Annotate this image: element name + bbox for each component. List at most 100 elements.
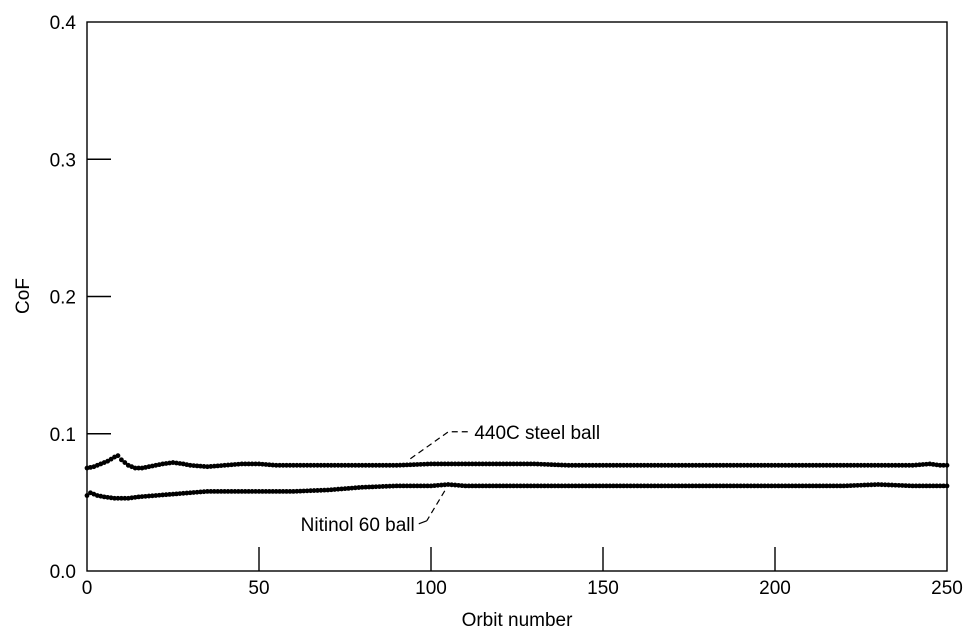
data-point: [910, 483, 915, 489]
data-point: [507, 461, 513, 467]
data-point: [177, 491, 183, 496]
data-point: [917, 462, 922, 468]
data-point: [837, 483, 843, 489]
data-point: [786, 483, 792, 489]
x-tick-label: 150: [587, 578, 619, 599]
data-point: [321, 462, 327, 468]
data-point: [662, 462, 668, 468]
data-point: [837, 462, 843, 468]
data-point: [872, 482, 878, 488]
data-point: [648, 483, 654, 489]
data-point: [308, 488, 313, 494]
data-point: [621, 483, 627, 489]
data-point: [576, 483, 582, 489]
data-point: [476, 483, 482, 489]
data-point: [473, 461, 479, 467]
data-point: [714, 483, 719, 489]
data-point: [325, 462, 331, 468]
data-point: [514, 483, 520, 489]
data-point: [779, 462, 785, 468]
data-point: [380, 462, 386, 468]
data-point: [211, 463, 217, 469]
data-point: [449, 461, 455, 467]
data-point: [208, 464, 214, 469]
data-point: [315, 488, 320, 493]
data-point: [769, 483, 774, 489]
data-point: [776, 483, 781, 489]
data-point: [342, 486, 348, 492]
data-point: [731, 483, 737, 489]
x-tick-label: 250: [931, 578, 963, 599]
series-440c-steel-ball: [84, 453, 950, 471]
data-point: [363, 462, 369, 468]
x-tick-label: 200: [759, 578, 791, 599]
data-point: [614, 462, 620, 468]
data-point: [635, 483, 640, 489]
data-point: [308, 462, 313, 468]
data-point: [923, 461, 929, 467]
x-axis-label: Orbit number: [462, 610, 574, 630]
y-axis-label: CoF: [13, 278, 34, 314]
data-point: [566, 462, 571, 468]
data-point: [659, 462, 664, 468]
data-point: [242, 461, 248, 467]
data-point: [263, 462, 269, 467]
annotations: 440C steel ball Nitinol 60 ball: [301, 423, 600, 536]
data-point: [607, 483, 613, 489]
data-point: [256, 461, 262, 467]
data-point: [459, 483, 465, 489]
data-point: [745, 462, 750, 468]
data-point: [483, 461, 489, 467]
data-point: [934, 483, 940, 489]
leader-tail-nitinol: [418, 520, 427, 525]
data-point: [855, 462, 860, 468]
data-point: [831, 462, 836, 468]
x-tick-label: 0: [82, 578, 93, 599]
data-point: [731, 462, 737, 468]
data-point: [855, 482, 860, 488]
data-point: [941, 462, 946, 468]
data-point: [280, 488, 286, 494]
data-point: [311, 488, 317, 493]
data-point: [318, 462, 324, 468]
data-point: [676, 462, 682, 468]
data-point: [803, 483, 809, 489]
data-point: [366, 484, 372, 490]
data-point: [793, 462, 799, 468]
data-point: [249, 488, 255, 494]
data-point: [903, 483, 909, 489]
data-point: [432, 483, 437, 489]
data-point: [239, 488, 245, 494]
data-point: [518, 461, 523, 467]
data-point: [174, 491, 179, 497]
data-point: [119, 495, 124, 501]
data-point: [727, 483, 733, 489]
data-point: [552, 483, 558, 489]
data-point: [597, 462, 602, 468]
data-point: [122, 460, 128, 465]
data-point: [328, 487, 334, 493]
data-point: [411, 483, 417, 489]
data-point: [579, 462, 585, 468]
data-point: [119, 457, 124, 463]
data-point: [187, 462, 193, 468]
data-point: [473, 483, 479, 489]
data-point: [817, 462, 823, 468]
data-point: [741, 483, 747, 489]
data-point: [662, 483, 668, 489]
data-point: [194, 489, 200, 495]
data-point: [225, 488, 231, 494]
data-point: [463, 461, 468, 467]
data-point: [280, 462, 286, 468]
data-point: [377, 462, 382, 468]
data-point: [693, 462, 699, 468]
data-point: [497, 461, 503, 467]
data-point: [297, 488, 303, 494]
data-point: [617, 483, 623, 489]
data-point: [782, 462, 788, 468]
data-point: [617, 462, 623, 468]
data-point: [318, 487, 324, 493]
data-point: [273, 488, 279, 494]
data-point: [167, 492, 172, 497]
data-point: [218, 463, 224, 468]
